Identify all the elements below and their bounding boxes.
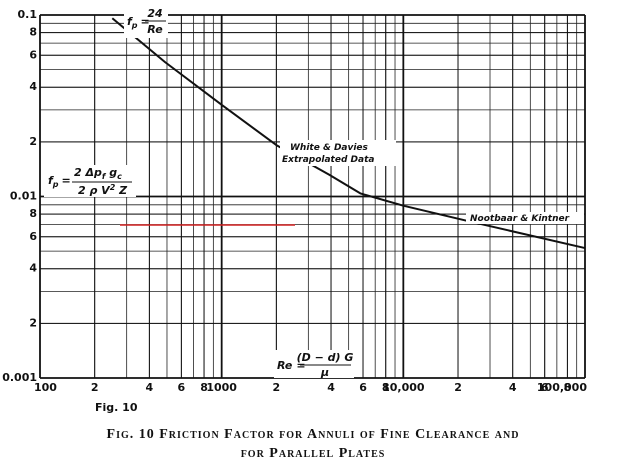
x-tick-label: 8 (382, 381, 390, 394)
annotation: Nootbaar & Kintner (470, 214, 570, 224)
y-tick-label: 8 (29, 207, 37, 220)
formula-bg (274, 350, 354, 378)
x-tick-label: 4 (509, 381, 517, 394)
formula-den: μ (320, 366, 329, 379)
formula-bg (44, 165, 136, 197)
x-tick-label: 2 (273, 381, 281, 394)
x-tick-label: 6 (178, 381, 186, 394)
annotation-bg (466, 212, 584, 224)
x-tick-label: 8 (564, 381, 572, 394)
y-tick-label: 6 (29, 48, 37, 61)
y-tick-label: 2 (29, 316, 37, 329)
formula-den: 2 ρ V2 Z (78, 183, 128, 197)
caption: Fig. 10 Friction Factor for Annuli of Fi… (107, 427, 520, 442)
y-tick-label: 0.01 (10, 190, 37, 203)
x-tick-label: 100 (34, 381, 57, 394)
formula: fp = (48, 174, 71, 189)
annotation: Extrapolated Data (282, 155, 374, 165)
x-tick-label: 8 (200, 381, 208, 394)
x-tick-label: 10,000 (382, 381, 425, 394)
x-tick-label: 4 (146, 381, 154, 394)
figure-label: Fig. 10 (95, 401, 138, 414)
y-tick-label: 0.1 (18, 8, 38, 21)
formula-bg (124, 6, 168, 38)
caption: for Parallel Plates (241, 446, 386, 461)
curve (111, 17, 586, 250)
x-tick-label: 100,000 (537, 381, 587, 394)
x-tick-label: 2 (91, 381, 99, 394)
y-tick-label: 4 (29, 262, 37, 275)
formula-num: 2 Δpf gc (74, 166, 122, 181)
annotation: White & Davies (290, 143, 369, 153)
x-tick-label: 6 (359, 381, 367, 394)
annotation-bg (280, 140, 396, 166)
formula-den: Re (147, 23, 163, 36)
x-tick-label: 4 (327, 381, 335, 394)
x-tick-label: 6 (541, 381, 549, 394)
y-tick-label: 8 (29, 26, 37, 39)
formula-num: (D − d) G (297, 351, 354, 364)
x-tick-label: 2 (454, 381, 462, 394)
y-tick-label: 6 (29, 230, 37, 243)
marks (111, 17, 586, 250)
y-tick-label: 0.001 (2, 371, 37, 384)
y-tick-label: 2 (29, 135, 37, 148)
y-tick-label: 4 (29, 80, 37, 93)
formula-num: 24 (147, 7, 162, 20)
x-tick-label: 1000 (206, 381, 237, 394)
